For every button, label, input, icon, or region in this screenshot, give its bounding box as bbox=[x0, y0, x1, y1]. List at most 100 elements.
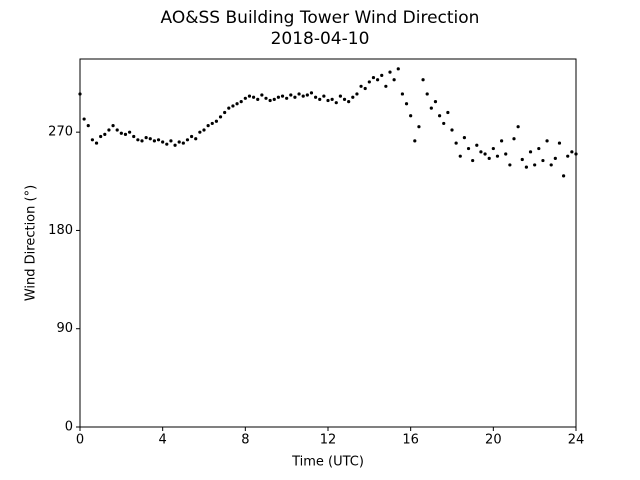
data-point bbox=[438, 114, 442, 118]
data-point bbox=[487, 156, 491, 160]
data-point bbox=[384, 84, 388, 88]
data-point bbox=[99, 134, 103, 139]
data-point bbox=[396, 67, 400, 71]
data-point bbox=[553, 156, 557, 160]
data-point bbox=[533, 163, 537, 167]
data-point bbox=[528, 150, 533, 154]
data-point bbox=[90, 138, 94, 142]
data-point bbox=[355, 92, 359, 96]
data-point bbox=[446, 110, 450, 115]
data-point bbox=[429, 106, 433, 110]
data-point bbox=[260, 93, 264, 97]
data-point bbox=[115, 128, 119, 132]
data-point bbox=[471, 158, 475, 163]
data-point bbox=[404, 102, 409, 106]
data-point bbox=[132, 134, 136, 139]
data-point bbox=[562, 174, 566, 178]
data-point bbox=[128, 130, 132, 134]
data-point bbox=[169, 139, 173, 143]
data-point bbox=[256, 97, 260, 102]
y-tick-label: 0 bbox=[65, 420, 73, 435]
data-point bbox=[491, 146, 495, 151]
data-point bbox=[289, 93, 293, 97]
data-point bbox=[347, 99, 351, 104]
data-point bbox=[305, 93, 309, 97]
data-point bbox=[136, 138, 140, 142]
data-point bbox=[516, 125, 520, 129]
data-point bbox=[314, 95, 318, 99]
data-point bbox=[500, 139, 504, 143]
data-point bbox=[161, 140, 165, 144]
data-point bbox=[338, 94, 342, 98]
data-point bbox=[508, 163, 512, 167]
data-point bbox=[280, 94, 285, 98]
data-point bbox=[475, 143, 479, 147]
data-point bbox=[252, 95, 256, 99]
data-point bbox=[247, 94, 252, 98]
data-point bbox=[78, 92, 82, 96]
x-tick-label: 20 bbox=[485, 433, 502, 448]
chart-title: AO&SS Building Tower Wind Direction bbox=[161, 8, 480, 28]
data-point bbox=[557, 141, 562, 145]
data-point bbox=[326, 98, 330, 103]
data-point bbox=[264, 96, 268, 100]
data-point bbox=[272, 97, 276, 102]
data-point bbox=[392, 78, 396, 82]
data-point bbox=[223, 110, 227, 115]
data-point bbox=[194, 137, 198, 141]
data-point bbox=[433, 99, 438, 104]
data-point bbox=[227, 106, 231, 110]
data-point bbox=[239, 99, 243, 104]
data-point bbox=[293, 95, 297, 99]
data-point bbox=[103, 132, 107, 136]
x-tick-label: 16 bbox=[402, 433, 419, 448]
data-point bbox=[206, 124, 210, 128]
data-point bbox=[165, 142, 169, 146]
data-point bbox=[231, 104, 235, 108]
data-point bbox=[218, 115, 223, 119]
data-point bbox=[322, 94, 326, 98]
data-point bbox=[462, 136, 466, 140]
data-point bbox=[276, 95, 280, 99]
data-point bbox=[268, 98, 272, 103]
data-point bbox=[190, 134, 194, 139]
data-point bbox=[574, 152, 578, 156]
data-point bbox=[367, 80, 371, 84]
data-point bbox=[94, 141, 99, 145]
data-point bbox=[214, 119, 218, 123]
data-point bbox=[417, 125, 421, 129]
data-point bbox=[413, 139, 417, 143]
y-tick-label: 180 bbox=[48, 223, 73, 238]
data-point bbox=[466, 146, 471, 151]
data-point bbox=[566, 154, 570, 158]
data-point bbox=[342, 97, 347, 102]
data-point bbox=[495, 154, 500, 158]
data-point bbox=[380, 73, 384, 77]
data-point bbox=[235, 102, 239, 106]
data-point bbox=[454, 141, 458, 145]
data-point bbox=[421, 78, 425, 82]
data-point bbox=[512, 137, 516, 141]
data-point bbox=[297, 92, 301, 96]
chart-subtitle: 2018-04-10 bbox=[271, 29, 370, 49]
y-tick-label: 90 bbox=[56, 321, 73, 336]
data-point bbox=[570, 150, 574, 154]
data-point bbox=[549, 163, 553, 167]
data-point bbox=[181, 141, 185, 145]
data-point bbox=[442, 121, 446, 126]
y-tick-label: 270 bbox=[48, 125, 73, 140]
x-tick-label: 12 bbox=[320, 433, 337, 448]
data-point bbox=[545, 139, 549, 143]
data-point bbox=[148, 137, 152, 141]
x-tick-label: 8 bbox=[241, 433, 249, 448]
data-point bbox=[202, 128, 206, 132]
x-tick-label: 0 bbox=[76, 433, 84, 448]
data-point bbox=[86, 124, 90, 128]
x-tick-label: 24 bbox=[568, 433, 585, 448]
data-point bbox=[107, 128, 111, 132]
data-point bbox=[301, 94, 305, 98]
data-point bbox=[458, 154, 462, 158]
data-point bbox=[243, 96, 247, 100]
data-point bbox=[82, 117, 86, 121]
